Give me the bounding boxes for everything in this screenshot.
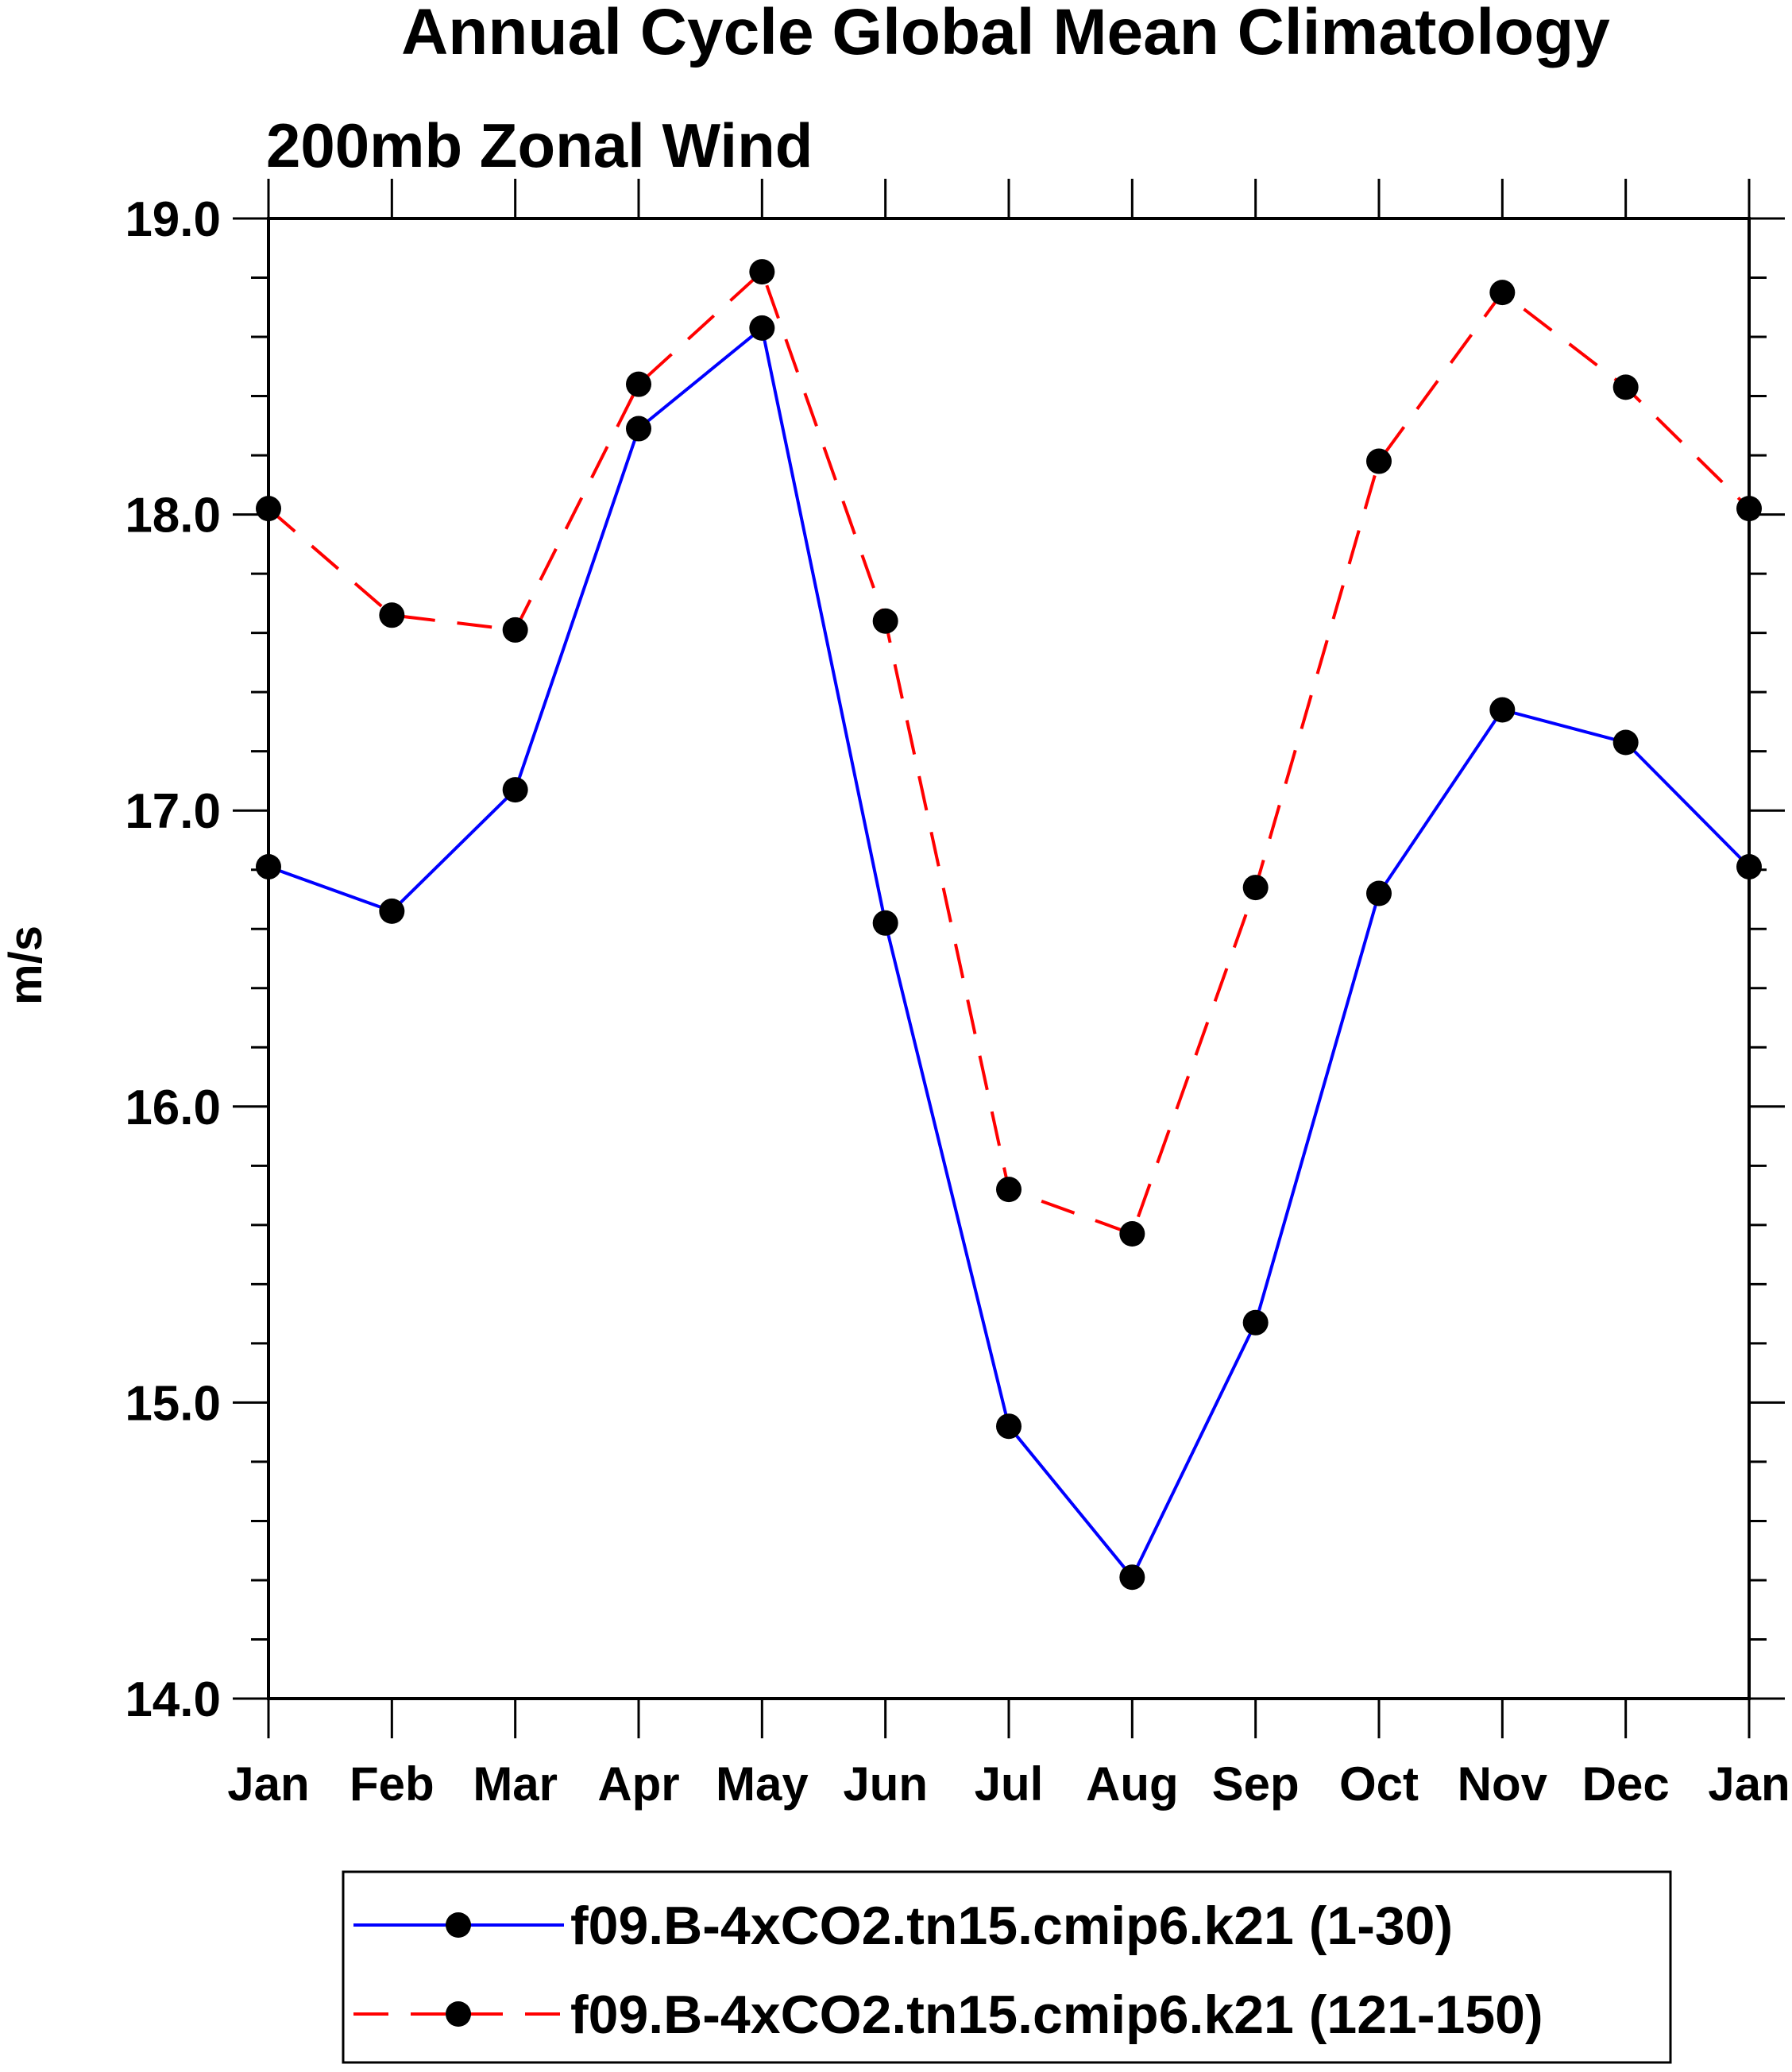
data-point-series-1 bbox=[1366, 880, 1392, 906]
series-line-1 bbox=[268, 326, 1751, 1579]
x-tick-label: Apr bbox=[597, 1757, 679, 1811]
data-point-series-1 bbox=[1489, 697, 1516, 723]
y-tick-label: 14.0 bbox=[125, 1672, 221, 1727]
x-tick-label: Sep bbox=[1212, 1757, 1300, 1811]
x-tick-label: Mar bbox=[473, 1757, 558, 1811]
y-tick-label: 17.0 bbox=[125, 784, 221, 839]
chart-title: Annual Cycle Global Mean Climatology bbox=[401, 0, 1610, 68]
data-point-series-2 bbox=[626, 371, 651, 397]
major-ticks bbox=[233, 179, 1785, 1738]
plot-frame bbox=[267, 217, 1751, 1700]
legend-label-series-1: f09.B-4xCO2.tn15.cmip6.k21 (1-30) bbox=[570, 1896, 1453, 1956]
data-point-series-2 bbox=[872, 608, 898, 634]
legend-label-series-2: f09.B-4xCO2.tn15.cmip6.k21 (121-150) bbox=[570, 1985, 1543, 2045]
data-point-series-1 bbox=[502, 777, 528, 803]
data-point-series-1 bbox=[1242, 1309, 1269, 1336]
legend-box bbox=[342, 1870, 1672, 2064]
series-markers bbox=[256, 259, 1762, 1591]
x-tick-label: Dec bbox=[1582, 1757, 1670, 1811]
x-tick-label: Oct bbox=[1339, 1757, 1419, 1811]
data-point-series-2 bbox=[996, 1177, 1022, 1203]
y-tick-labels: 14.0 15.0 16.0 17.0 18.0 19.0 bbox=[125, 192, 221, 1727]
data-point-series-2 bbox=[1612, 374, 1639, 400]
series-line-2 bbox=[267, 270, 1751, 1235]
y-tick-label: 19.0 bbox=[125, 192, 221, 247]
data-point-series-1 bbox=[1612, 729, 1639, 756]
legend-marker-series-2 bbox=[446, 2001, 471, 2027]
data-point-series-1 bbox=[996, 1413, 1022, 1440]
x-tick-labels: Jan Feb Mar Apr May Jun Jul Aug Sep Oct Nov Dec Jan bbox=[227, 1757, 1790, 1811]
x-tick-label: Nov bbox=[1458, 1757, 1548, 1811]
data-point-series-2 bbox=[1242, 875, 1269, 901]
data-point-series-1 bbox=[1119, 1564, 1145, 1591]
data-point-series-2 bbox=[1119, 1221, 1145, 1247]
x-tick-label: Feb bbox=[350, 1757, 434, 1811]
x-tick-label: Jan bbox=[227, 1757, 309, 1811]
x-tick-label: Jun bbox=[843, 1757, 928, 1811]
data-point-series-2 bbox=[749, 259, 775, 285]
data-point-series-1 bbox=[872, 910, 898, 936]
x-tick-label: Jan bbox=[1708, 1757, 1790, 1811]
data-point-series-2 bbox=[502, 617, 528, 643]
legend: f09.B-4xCO2.tn15.cmip6.k21 (1-30) f09.B-… bbox=[342, 1870, 1672, 2064]
data-point-series-2 bbox=[1489, 280, 1516, 306]
series-lines bbox=[267, 270, 1751, 1579]
y-tick-label: 15.0 bbox=[125, 1376, 221, 1431]
chart-subtitle: 200mb Zonal Wind bbox=[266, 110, 813, 180]
legend-marker-series-1 bbox=[446, 1912, 471, 1938]
y-axis-label: m/s bbox=[0, 926, 52, 1005]
data-point-series-2 bbox=[379, 602, 405, 628]
x-tick-label: May bbox=[716, 1757, 809, 1811]
y-tick-label: 16.0 bbox=[125, 1080, 221, 1135]
data-point-series-1 bbox=[749, 315, 775, 341]
x-tick-label: Aug bbox=[1086, 1757, 1179, 1811]
data-point-series-1 bbox=[379, 898, 405, 924]
x-tick-label: Jul bbox=[975, 1757, 1044, 1811]
data-point-series-2 bbox=[1366, 448, 1392, 474]
y-tick-label: 18.0 bbox=[125, 489, 221, 543]
data-point-series-1 bbox=[626, 416, 651, 442]
